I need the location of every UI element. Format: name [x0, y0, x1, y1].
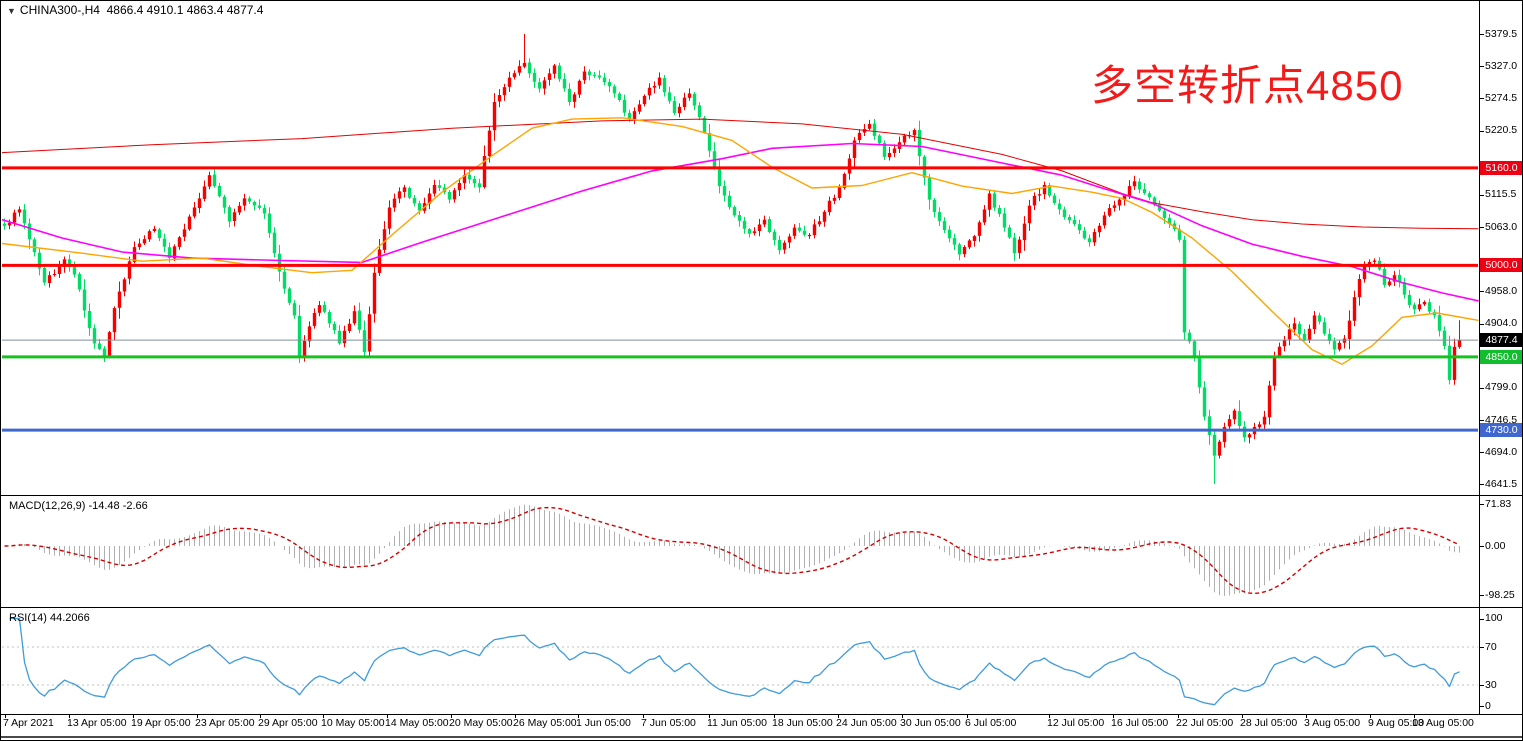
ohlc-values: 4866.4 4910.1 4863.4 4877.4	[106, 3, 264, 17]
price-axis-label: 5115.5	[1485, 188, 1517, 201]
macd-histogram	[9, 504, 1460, 596]
time-axis-label: 24 Jun 05:00	[836, 717, 897, 729]
rsi-axis-label: 30	[1485, 678, 1497, 691]
time-axis-label: 22 Jul 05:00	[1176, 717, 1234, 729]
price-axis-label: 5327.0	[1485, 59, 1518, 72]
price-badge-5160.0: 5160.0	[1480, 160, 1522, 175]
price-axis-label: 4958.0	[1485, 284, 1518, 297]
rsi-axis-label: 100	[1485, 612, 1503, 624]
time-axis-label: 19 Apr 05:00	[131, 717, 191, 729]
rsi-indicator-pane[interactable]	[2, 608, 1479, 714]
candles-layer	[2, 34, 1462, 485]
price-chart-pane[interactable]	[2, 18, 1479, 491]
macd-signal-line	[4, 506, 1460, 595]
macd-axis-label: 0.00	[1485, 539, 1506, 552]
ma-fast-orange[interactable]	[2, 117, 1479, 365]
time-axis-label: 11 Jun 05:00	[707, 717, 767, 729]
price-badge-4730.0: 4730.0	[1480, 423, 1522, 438]
time-axis-label: 9 Aug 05:00	[1368, 717, 1425, 729]
rsi-pane-separator	[1, 607, 1522, 608]
price-badge-4850.0: 4850.0	[1480, 349, 1522, 364]
time-axis-label: 20 May 05:00	[449, 717, 513, 729]
ma-mid-magenta[interactable]	[2, 142, 1479, 302]
time-axis-line	[1, 714, 1522, 715]
chart-title: ▼ CHINA300-,H4 4866.4 4910.1 4863.4 4877.…	[7, 3, 263, 17]
time-axis-label: 1 Jun 05:00	[576, 717, 631, 729]
time-axis-label: 14 May 05:00	[385, 717, 449, 729]
time-axis-label: 28 Jul 05:00	[1240, 717, 1298, 729]
time-axis-label: 3 Aug 05:00	[1304, 717, 1361, 729]
time-axis-label: 13 Apr 05:00	[67, 717, 127, 729]
macd-label: MACD(12,26,9) -14.48 -2.66	[9, 500, 148, 512]
price-axis-label: 4694.0	[1485, 445, 1518, 458]
time-axis-label: 18 Jun 05:00	[772, 717, 833, 729]
ma-long-red[interactable]	[2, 118, 1479, 230]
pivot-annotation-text[interactable]: 多空转折点4850	[1091, 62, 1404, 109]
price-axis-label: 4641.5	[1485, 477, 1518, 490]
macd-pane-separator	[1, 495, 1522, 496]
price-axis-label: 5220.5	[1485, 124, 1518, 137]
symbol-timeframe-label: CHINA300-,H4	[19, 3, 100, 17]
rsi-line	[9, 617, 1460, 706]
price-axis-label: 4904.0	[1485, 317, 1518, 330]
macd-axis-label: 71.83	[1485, 497, 1512, 510]
time-axis-label: 10 May 05:00	[321, 717, 385, 729]
price-axis-label: 5063.0	[1485, 220, 1518, 233]
time-axis-label: 12 Jul 05:00	[1047, 717, 1105, 729]
rsi-axis-label: 0	[1485, 699, 1491, 712]
time-axis-label: 26 May 05:00	[513, 717, 577, 729]
rsi-label: RSI(14) 44.2066	[9, 612, 90, 624]
price-axis-label: 5274.5	[1485, 91, 1518, 104]
time-axis-label: 29 Apr 05:00	[258, 717, 318, 729]
price-axis-label: 4746.5	[1485, 413, 1518, 426]
window-bottom-edge	[1, 736, 1522, 738]
macd-axis-label: -98.25	[1485, 588, 1515, 601]
price-badge-4877.4: 4877.4	[1480, 333, 1522, 348]
price-axis-line	[1479, 1, 1480, 714]
time-axis-label: 7 Jun 05:00	[641, 717, 696, 729]
price-badge-5000.0: 5000.0	[1480, 258, 1522, 273]
price-axis-label: 4799.0	[1485, 381, 1518, 394]
time-axis-label: 7 Apr 2021	[3, 717, 54, 729]
time-axis-label: 16 Jul 05:00	[1111, 717, 1169, 729]
price-axis-label: 5379.5	[1485, 27, 1518, 40]
time-axis-label: 6 Jul 05:00	[965, 717, 1017, 729]
symbol-dropdown-icon[interactable]: ▼	[7, 6, 16, 16]
time-axis-label: 30 Jun 05:00	[900, 717, 961, 729]
time-axis-label: 13 Aug 05:00	[1412, 717, 1474, 729]
time-axis-label: 23 Apr 05:00	[195, 717, 255, 729]
rsi-axis-label: 70	[1485, 640, 1497, 653]
macd-indicator-pane[interactable]	[2, 496, 1479, 606]
